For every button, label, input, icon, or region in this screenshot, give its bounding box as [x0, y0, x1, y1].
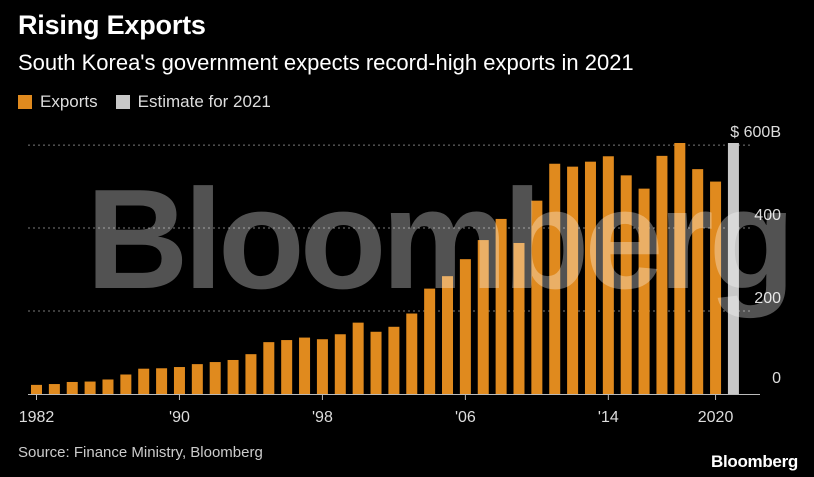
y-tick-label: $ 600B — [730, 124, 781, 141]
bar-exports — [549, 163, 561, 394]
legend-swatch-estimate — [115, 95, 130, 109]
bar-exports — [281, 340, 293, 394]
x-tick-label: '14 — [598, 409, 619, 426]
bar-exports — [495, 218, 507, 394]
bar-exports — [334, 334, 346, 394]
x-tick-label: 1982 — [19, 409, 55, 426]
bar-exports — [459, 259, 471, 394]
bar-exports — [120, 374, 132, 394]
bar-exports — [84, 381, 96, 394]
legend-label-exports: Exports — [40, 92, 98, 111]
legend-label-estimate: Estimate for 2021 — [137, 92, 271, 111]
bar-exports — [299, 337, 311, 394]
bar-exports — [710, 181, 722, 394]
chart-title: Rising Exports — [18, 10, 206, 40]
bar-exports — [209, 362, 221, 394]
legend-item-estimate: Estimate for 2021 — [115, 92, 271, 112]
bar-exports — [227, 359, 239, 394]
bar-exports — [638, 188, 650, 394]
bar-exports — [424, 288, 436, 394]
bar-exports — [656, 155, 668, 394]
chart-subtitle: South Korea's government expects record-… — [18, 50, 634, 75]
y-tick-label: 0 — [772, 370, 781, 387]
bar-exports — [584, 161, 596, 394]
bar-exports — [370, 331, 382, 394]
bar-exports — [31, 384, 42, 394]
bar-exports — [173, 367, 185, 394]
bar-exports — [316, 339, 328, 394]
bar-exports — [263, 342, 275, 394]
bar-exports — [602, 156, 614, 394]
y-tick-label: 400 — [754, 207, 781, 224]
x-tick-label: '90 — [169, 409, 190, 426]
bar-exports — [48, 384, 60, 394]
bar-exports — [406, 313, 418, 394]
bar-exports — [513, 242, 525, 394]
bar-exports — [66, 381, 78, 394]
legend-swatch-exports — [18, 95, 32, 109]
bar-exports — [102, 379, 114, 394]
x-tick-label: '98 — [312, 409, 333, 426]
bar-estimate — [727, 143, 739, 394]
bar-exports — [156, 368, 168, 394]
y-tick-label: 200 — [754, 290, 781, 307]
bar-exports — [531, 200, 543, 394]
legend: Exports Estimate for 2021 — [18, 92, 289, 112]
legend-item-exports: Exports — [18, 92, 98, 112]
bar-exports — [245, 354, 257, 394]
bar-exports — [620, 175, 632, 394]
bar-exports — [692, 169, 704, 394]
bar-exports — [477, 240, 489, 394]
bar-exports — [442, 276, 454, 394]
bar-exports — [567, 166, 579, 394]
brand-logo: Bloomberg — [710, 452, 798, 471]
source-note: Source: Finance Ministry, Bloomberg — [18, 444, 263, 461]
bar-exports — [352, 322, 364, 394]
bar-exports — [191, 364, 203, 394]
bar-exports — [674, 143, 686, 394]
bar-exports — [138, 368, 150, 394]
bar-exports — [388, 326, 400, 394]
x-tick-label: '06 — [455, 409, 476, 426]
x-tick-label: 2020 — [698, 409, 734, 426]
